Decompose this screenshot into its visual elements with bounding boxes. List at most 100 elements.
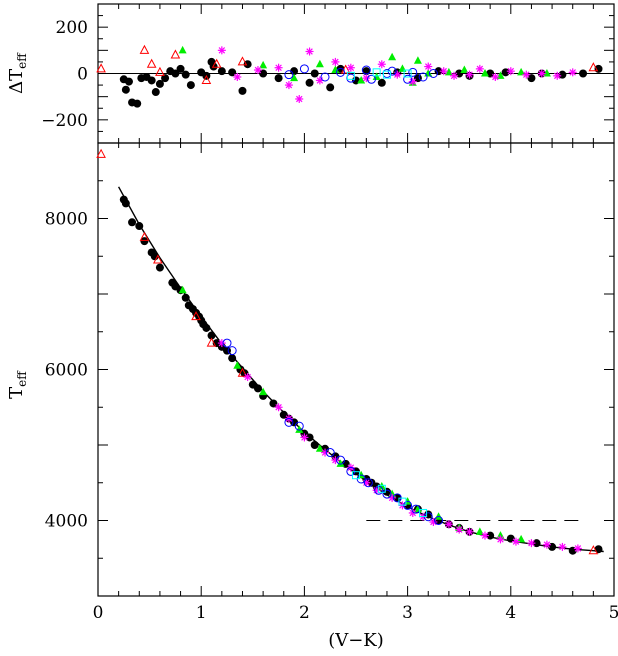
data-point	[233, 72, 242, 81]
data-point	[259, 60, 268, 69]
data-point	[201, 74, 212, 84]
data-point	[274, 63, 283, 72]
data-point	[532, 539, 541, 548]
data-point	[299, 64, 309, 74]
top-y-tick-labels: 200 0 −200	[41, 18, 88, 131]
data-point	[331, 57, 340, 66]
data-point	[211, 58, 222, 68]
data-point	[171, 69, 180, 78]
x-tick-label: 1	[196, 603, 207, 623]
top-panel: 200 0 −200 ΔTeff	[6, 3, 615, 144]
data-point	[96, 63, 106, 73]
data-point	[346, 63, 355, 72]
data-point	[170, 49, 181, 59]
data-point	[481, 69, 489, 77]
data-point	[135, 222, 144, 231]
data-point	[186, 81, 195, 90]
data-point	[217, 67, 226, 76]
top-y-axis-label-sub: eff	[15, 52, 29, 69]
data-point	[290, 67, 299, 76]
data-point	[237, 367, 248, 377]
data-point	[128, 218, 137, 227]
top-y-axis-label: ΔTeff	[6, 52, 29, 94]
y-tick-label: 200	[56, 18, 88, 38]
data-point	[139, 44, 150, 54]
data-point	[517, 67, 526, 76]
bottom-tick-labels: 0 1 2 3 4 5 8000 6000 4000	[45, 210, 618, 624]
bottom-y-axis-label-sub: eff	[15, 370, 29, 387]
data-point	[403, 74, 413, 84]
data-point	[506, 534, 515, 543]
data-point	[408, 67, 418, 77]
data-point	[362, 74, 371, 83]
data-point	[506, 67, 515, 76]
data-point	[315, 59, 324, 68]
data-point	[227, 346, 237, 356]
data-point	[475, 527, 484, 535]
data-point	[418, 72, 428, 82]
data-point	[527, 539, 536, 548]
data-point	[325, 448, 335, 458]
data-point	[155, 66, 165, 76]
data-point	[300, 433, 309, 442]
data-point	[522, 70, 531, 79]
data-point	[366, 74, 376, 84]
data-point	[176, 64, 185, 73]
data-point	[346, 71, 355, 80]
data-point	[238, 86, 247, 95]
data-point	[382, 489, 392, 499]
bottom-data-points	[96, 148, 603, 555]
data-point	[217, 46, 226, 55]
data-point	[315, 444, 324, 452]
data-point	[191, 311, 201, 321]
bottom-y-axis-label: Teff	[6, 370, 29, 399]
y-tick-label: 0	[77, 65, 88, 85]
bottom-panel: 0 1 2 3 4 5 8000 6000 4000 Teff (V−K)	[6, 142, 618, 651]
data-point	[372, 68, 381, 77]
data-point	[274, 74, 283, 83]
data-point	[542, 69, 551, 77]
data-point	[594, 545, 603, 554]
data-point	[558, 70, 567, 79]
data-point	[259, 69, 268, 78]
data-point	[237, 56, 248, 66]
data-point	[568, 68, 577, 77]
data-point	[486, 531, 495, 540]
y-tick-label: −200	[41, 111, 88, 131]
data-point	[460, 65, 469, 74]
data-point	[206, 337, 217, 347]
data-point	[419, 508, 428, 517]
data-point	[588, 545, 599, 555]
y-tick-label: 8000	[45, 210, 88, 230]
data-point	[178, 285, 187, 294]
data-point	[553, 71, 562, 80]
data-point	[579, 69, 588, 78]
data-point	[363, 478, 373, 488]
data-point	[558, 542, 567, 551]
data-point	[481, 531, 489, 540]
data-point	[151, 88, 160, 97]
data-point	[408, 77, 417, 86]
data-point	[428, 69, 438, 78]
data-point	[181, 293, 190, 302]
data-point	[153, 254, 163, 264]
data-point	[496, 535, 505, 544]
data-point	[377, 78, 386, 87]
data-point	[424, 62, 433, 71]
data-point	[310, 441, 319, 449]
data-point	[403, 69, 412, 78]
data-point	[336, 67, 346, 77]
data-point	[243, 60, 252, 69]
data-point	[305, 78, 314, 87]
top-y-axis-label-main: ΔT	[6, 69, 27, 94]
data-point	[331, 65, 340, 74]
x-tick-label: 4	[505, 603, 516, 623]
data-point	[455, 525, 464, 534]
data-point	[140, 237, 149, 246]
data-point	[284, 81, 293, 90]
data-point	[233, 361, 242, 369]
data-point	[450, 71, 459, 80]
data-point	[434, 516, 444, 525]
data-point	[429, 518, 438, 527]
